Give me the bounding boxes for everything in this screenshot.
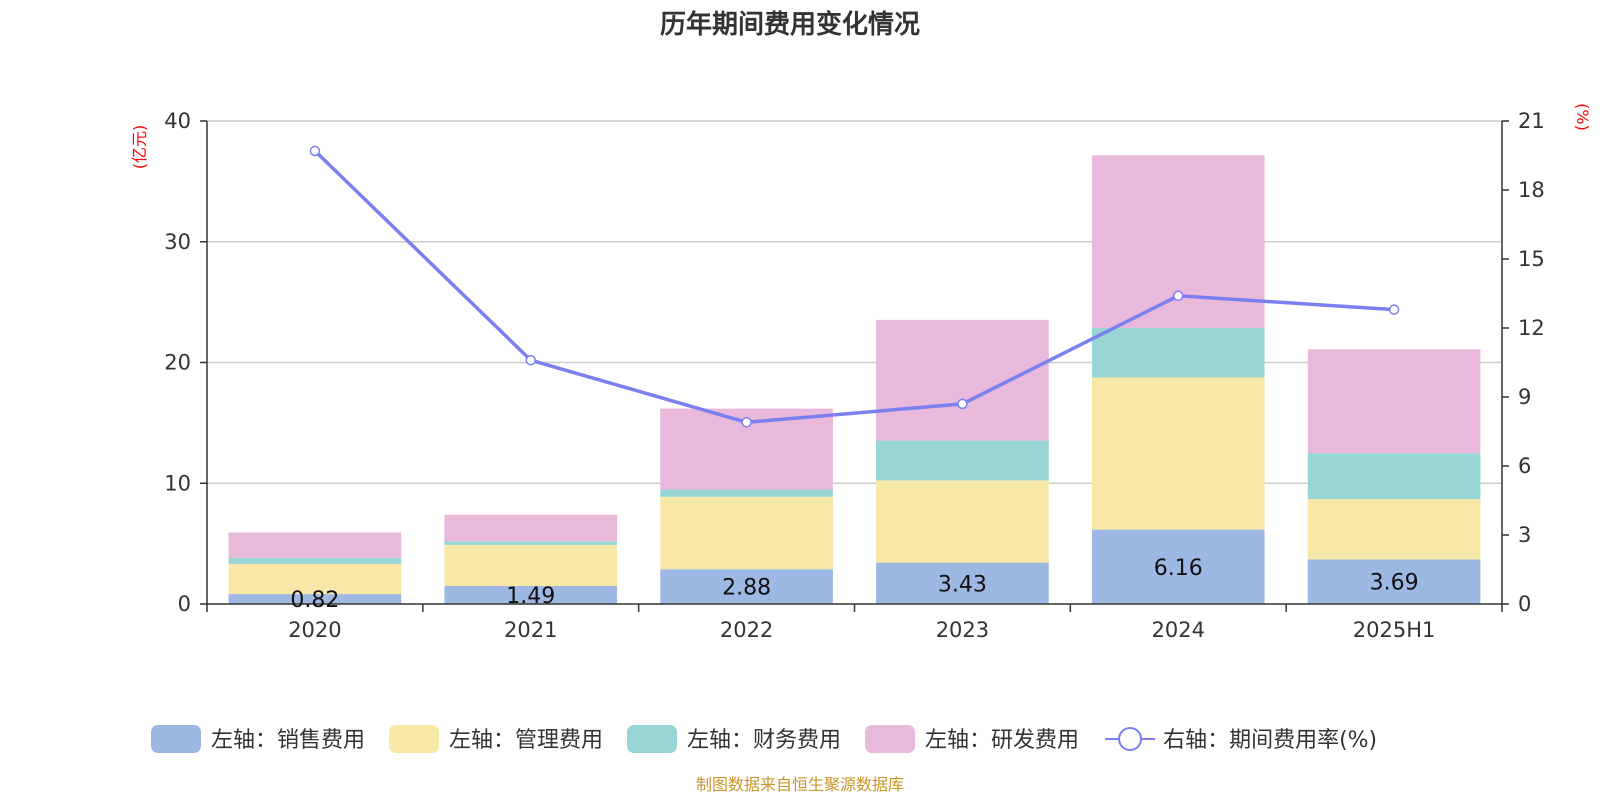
data-label: 3.43 xyxy=(938,572,987,597)
line-series xyxy=(309,145,1400,428)
legend-swatch xyxy=(865,725,916,753)
line-point xyxy=(1173,290,1184,302)
bar-segment xyxy=(228,563,402,595)
left-axis-unit: (亿元) xyxy=(130,125,149,170)
bar-segment xyxy=(228,594,402,604)
line-path xyxy=(313,149,1395,425)
bar-segment xyxy=(1307,559,1481,604)
legend-swatch xyxy=(151,725,201,753)
legend-label: 左轴：研发费用 xyxy=(925,728,1079,753)
left-tick-label: 0 xyxy=(178,592,191,616)
x-tick-label: 2021 xyxy=(504,618,557,642)
legend-swatch xyxy=(389,725,440,753)
right-axis-ticks: 0 3 6 9 12 15 18 21 xyxy=(1502,109,1545,616)
data-label: 3.69 xyxy=(1370,571,1419,596)
bar-segment xyxy=(444,586,618,604)
left-tick-label: 20 xyxy=(164,351,191,375)
bar-segment xyxy=(444,541,618,545)
bar-segment xyxy=(228,532,402,558)
x-tick-label: 2024 xyxy=(1152,618,1205,642)
bar-segment xyxy=(1307,349,1481,454)
right-tick-label: 9 xyxy=(1518,385,1531,409)
data-label: 6.16 xyxy=(1154,556,1203,581)
gridlines xyxy=(207,120,1502,484)
x-tick-label: 2020 xyxy=(288,618,341,642)
left-tick-label: 30 xyxy=(164,230,191,254)
bar-segment xyxy=(660,569,833,604)
legend-label: 左轴：销售费用 xyxy=(211,728,365,753)
bar-segment xyxy=(876,440,1049,481)
x-tick-label: 2022 xyxy=(720,618,773,642)
right-tick-label: 21 xyxy=(1518,109,1545,133)
legend: 左轴：销售费用 左轴：管理费用 左轴：财务费用 左轴：研发费用 右轴：期间费用率(%) xyxy=(151,725,1377,753)
legend-label: 左轴：管理费用 xyxy=(449,728,603,753)
legend-marker xyxy=(1118,727,1143,751)
x-axis-ticks: 2020 2021 2022 2023 2024 2025H1 xyxy=(206,604,1503,642)
line-point xyxy=(309,145,321,157)
bar-segment xyxy=(660,489,833,497)
data-label: 1.49 xyxy=(506,584,555,609)
bar-segment xyxy=(444,544,618,587)
bar-segment xyxy=(876,480,1049,563)
right-tick-label: 12 xyxy=(1518,316,1545,340)
x-tick-label: 2025H1 xyxy=(1353,618,1436,642)
left-tick-label: 10 xyxy=(164,471,191,495)
right-tick-label: 6 xyxy=(1518,454,1531,478)
bar-segment xyxy=(228,557,402,564)
data-labels: 0.82 1.49 2.88 3.43 6.16 3.69 xyxy=(290,556,1418,613)
right-axis-unit: (%) xyxy=(1573,103,1592,131)
line-point xyxy=(741,417,752,428)
legend-label: 左轴：财务费用 xyxy=(687,728,841,753)
bar-segment xyxy=(1091,155,1265,328)
bar-segment xyxy=(1091,529,1265,604)
left-axis-ticks: 0 10 20 30 40 xyxy=(164,109,207,616)
bar-segment xyxy=(1307,499,1481,560)
chart-title: 历年期间费用变化情况 xyxy=(660,9,920,40)
left-tick-label: 40 xyxy=(164,109,191,133)
bar-segment xyxy=(1091,327,1265,378)
right-tick-label: 3 xyxy=(1518,523,1531,547)
bar-segment xyxy=(876,562,1049,604)
source-note: 制图数据来自恒生聚源数据库 xyxy=(696,775,904,794)
right-tick-label: 0 xyxy=(1518,592,1531,616)
right-tick-label: 15 xyxy=(1518,247,1545,271)
bar-segment xyxy=(1307,453,1481,500)
data-label: 2.88 xyxy=(722,576,771,601)
bar-segment xyxy=(444,514,618,542)
legend-swatch xyxy=(627,725,678,753)
line-point xyxy=(525,354,536,366)
bar-segment xyxy=(876,319,1049,441)
right-tick-label: 18 xyxy=(1518,178,1545,202)
bar-segment xyxy=(1091,377,1265,530)
legend-label: 右轴：期间费用率(%) xyxy=(1163,728,1377,753)
data-label: 0.82 xyxy=(290,588,339,613)
line-point xyxy=(957,398,968,410)
x-tick-label: 2023 xyxy=(936,618,989,642)
bar-segment xyxy=(660,496,833,570)
bar-series xyxy=(228,155,1481,604)
line-point xyxy=(1388,304,1400,315)
